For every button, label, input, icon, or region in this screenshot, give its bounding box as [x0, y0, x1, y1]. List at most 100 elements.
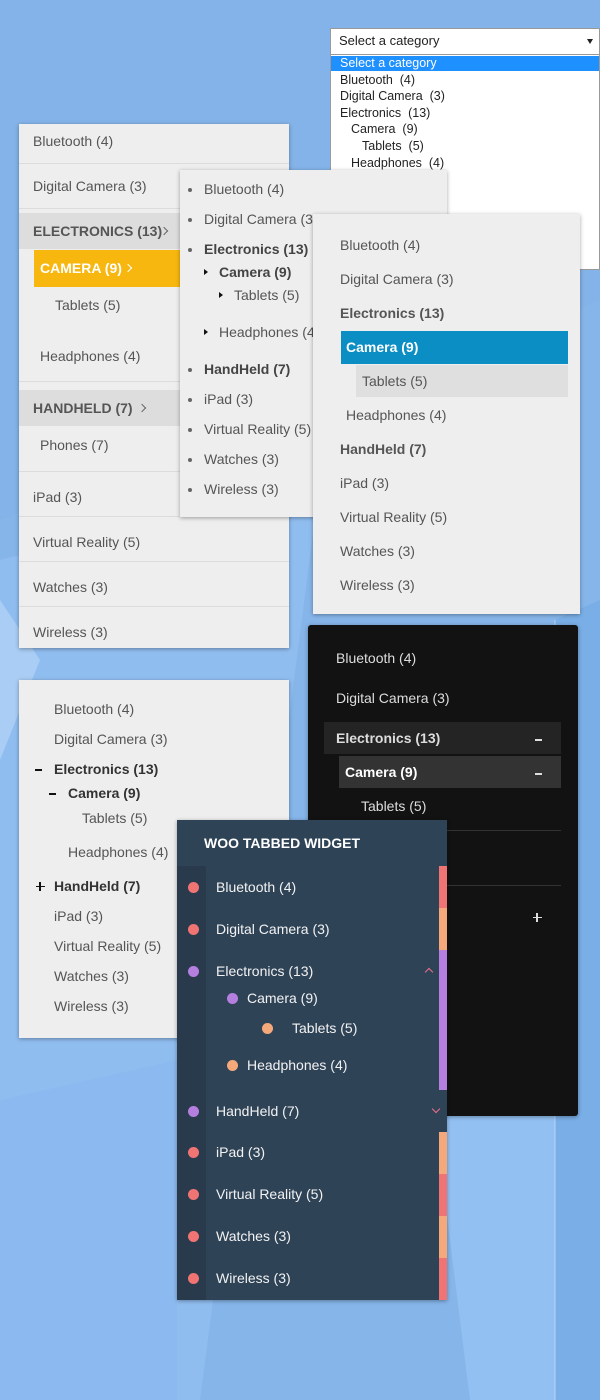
widget-title: WOO TABBED WIDGET: [204, 835, 361, 851]
category-link[interactable]: Phones (7): [40, 437, 109, 453]
category-link[interactable]: iPad (3): [204, 391, 254, 407]
option-highlight: [331, 56, 599, 71]
category-link[interactable]: iPad (3): [340, 475, 390, 491]
bullet-dot: [261, 1022, 273, 1034]
bullet-dot: [187, 923, 199, 935]
category-link[interactable]: HandHeld (7): [204, 361, 291, 377]
category-link[interactable]: Camera (9): [247, 990, 318, 1006]
category-link[interactable]: Camera (9): [351, 122, 418, 136]
category-link[interactable]: Bluetooth (4): [340, 73, 416, 87]
category-link[interactable]: iPad (3): [33, 489, 83, 505]
category-link[interactable]: Bluetooth (4): [340, 237, 421, 253]
category-link[interactable]: Digital Camera (3): [54, 731, 168, 747]
color-strip: [439, 1132, 447, 1174]
category-link[interactable]: Watches (3): [33, 579, 108, 595]
category-link[interactable]: Electronics (13): [340, 305, 445, 321]
category-link[interactable]: Bluetooth (4): [204, 181, 285, 197]
category-link[interactable]: Tablets (5): [234, 287, 300, 303]
category-link[interactable]: ELECTRONICS (13): [33, 223, 163, 239]
bullet-dot: [188, 248, 192, 252]
category-link[interactable]: Tablets (5): [361, 798, 427, 814]
chevron-icon: [431, 1104, 441, 1114]
category-link[interactable]: Wireless (3): [340, 577, 415, 593]
category-link[interactable]: Tablets (5): [362, 373, 428, 389]
category-link[interactable]: Watches (3): [204, 451, 279, 467]
color-strip: [439, 1258, 447, 1300]
bullet-dot: [187, 881, 199, 893]
category-link[interactable]: Electronics (13): [336, 730, 441, 746]
category-link[interactable]: Electronics (13): [54, 761, 159, 777]
category-link[interactable]: Electronics (13): [340, 106, 431, 120]
category-link[interactable]: Bluetooth (4): [216, 879, 297, 895]
category-link[interactable]: Bluetooth (4): [33, 133, 114, 149]
color-strip: [439, 950, 447, 1090]
category-link[interactable]: Headphones (4): [68, 844, 169, 860]
bullet-dot: [187, 1188, 199, 1200]
category-link[interactable]: Bluetooth (4): [336, 650, 417, 666]
bullet-triangle: [204, 329, 208, 335]
color-strip: [439, 908, 447, 950]
category-link[interactable]: Tablets (5): [82, 810, 148, 826]
category-link[interactable]: Digital Camera (3): [33, 178, 147, 194]
toggle-list-widget: Bluetooth (4) Digital Camera (3) Electroni…: [19, 680, 289, 1038]
category-link[interactable]: HandHeld (7): [340, 441, 427, 457]
separator: [19, 381, 289, 382]
chevron-icon: [424, 967, 434, 977]
bullet-triangle: [204, 269, 208, 275]
separator: [19, 208, 289, 209]
bullet-dot: [188, 458, 192, 462]
category-link[interactable]: Watches (3): [216, 1228, 291, 1244]
category-link[interactable]: Watches (3): [54, 968, 129, 984]
bullet-dot: [188, 368, 192, 372]
category-link[interactable]: Tablets (5): [55, 297, 121, 313]
category-link[interactable]: Tablets (5): [292, 1020, 358, 1036]
bullet-dot: [188, 488, 192, 492]
separator: [19, 163, 289, 164]
category-link[interactable]: iPad (3): [216, 1144, 266, 1160]
category-link[interactable]: Tablets (5): [362, 139, 424, 153]
bullet-dot: [188, 188, 192, 192]
separator: [19, 471, 289, 472]
category-link[interactable]: Headphones (4): [40, 348, 141, 364]
category-link[interactable]: Watches (3): [340, 543, 415, 559]
tabbed-widget: WOO TABBED WIDGET Bluetooth (4) Digital Ca…: [177, 820, 447, 1300]
category-link[interactable]: CAMERA (9): [40, 260, 122, 276]
category-link[interactable]: Digital Camera (3): [340, 271, 454, 287]
category-link[interactable]: HANDHELD (7): [33, 400, 133, 416]
category-link[interactable]: Virtual Reality (5): [54, 938, 162, 954]
category-link[interactable]: Digital Camera (3): [204, 211, 318, 227]
category-link[interactable]: Digital Camera (3): [336, 690, 450, 706]
color-strip: [439, 1216, 447, 1258]
category-link[interactable]: Headphones (4): [351, 156, 445, 170]
category-link[interactable]: Digital Camera (3): [340, 89, 445, 103]
category-link[interactable]: Headphones (4): [346, 407, 447, 423]
category-link[interactable]: Select a category: [339, 33, 440, 48]
category-link[interactable]: Virtual Reality (5): [340, 509, 448, 525]
category-link[interactable]: Wireless (3): [216, 1270, 291, 1286]
category-link[interactable]: Virtual Reality (5): [204, 421, 312, 437]
category-link[interactable]: Camera (9): [219, 264, 292, 280]
left-strip: [177, 866, 206, 1300]
bullet-dot: [188, 218, 192, 222]
collapse-icon: [35, 769, 42, 771]
category-link[interactable]: iPad (3): [54, 908, 104, 924]
category-link[interactable]: Digital Camera (3): [216, 921, 330, 937]
category-link[interactable]: Select a category: [340, 56, 437, 70]
category-link[interactable]: Wireless (3): [54, 998, 129, 1014]
category-link[interactable]: Bluetooth (4): [54, 701, 135, 717]
category-link[interactable]: Virtual Reality (5): [216, 1186, 324, 1202]
category-link[interactable]: HandHeld (7): [216, 1103, 300, 1119]
category-link[interactable]: Camera (9): [345, 764, 418, 780]
bg-shape: [0, 1060, 177, 1400]
category-link[interactable]: Headphones (4): [247, 1057, 348, 1073]
category-link[interactable]: Electronics (13): [204, 241, 309, 257]
category-link[interactable]: Headphones (4): [219, 324, 320, 340]
category-link[interactable]: Camera (9): [346, 339, 419, 355]
category-link[interactable]: Wireless (3): [33, 624, 108, 640]
category-link[interactable]: HandHeld (7): [54, 878, 141, 894]
category-link[interactable]: Wireless (3): [204, 481, 279, 497]
category-link[interactable]: Camera (9): [68, 785, 141, 801]
category-link[interactable]: Electronics (13): [216, 963, 314, 979]
category-link[interactable]: Virtual Reality (5): [33, 534, 141, 550]
